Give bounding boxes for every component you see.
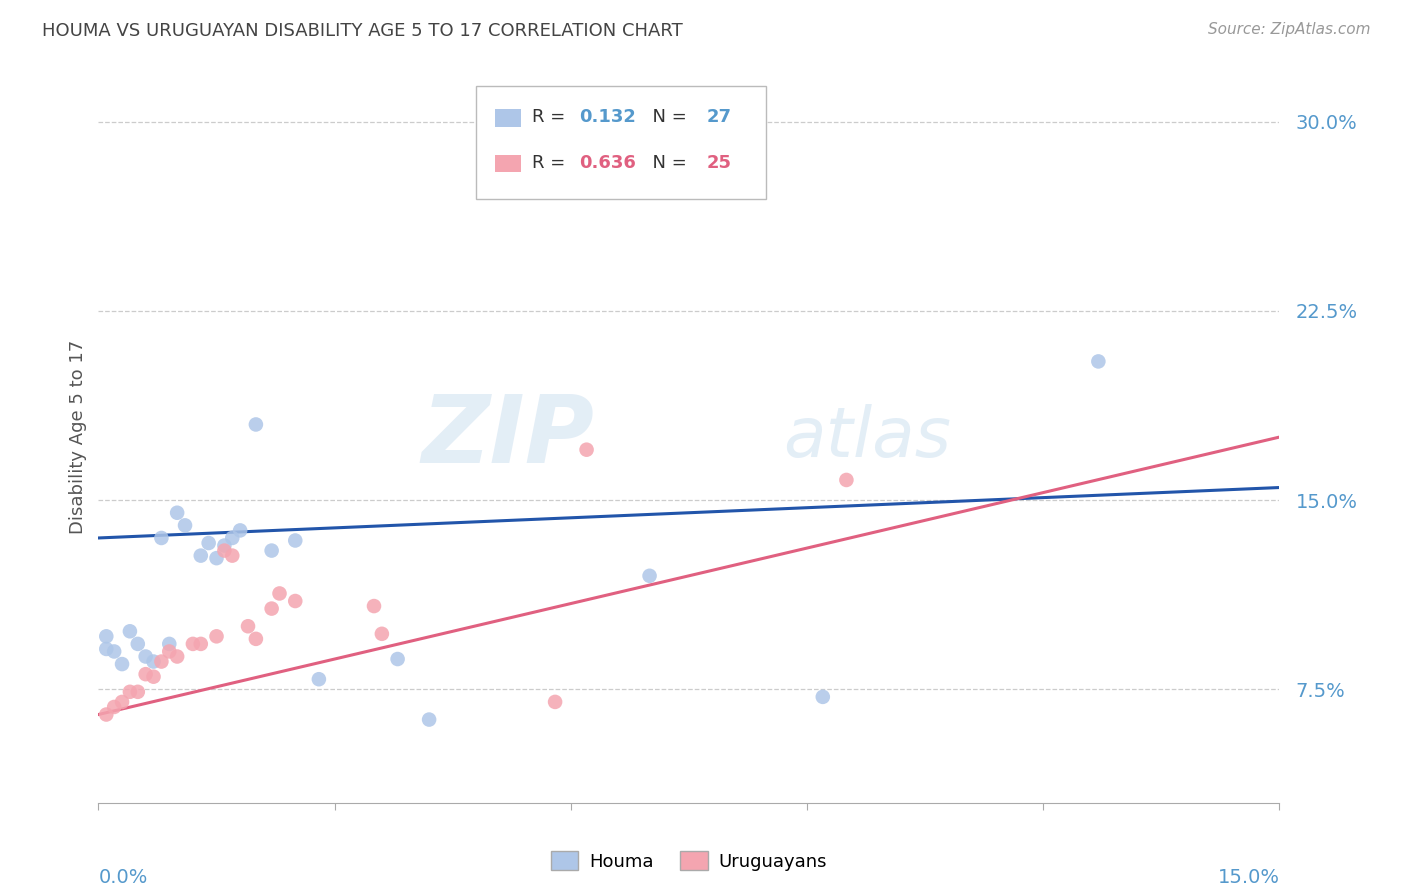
Point bbox=[260, 543, 283, 558]
Point bbox=[418, 713, 440, 727]
Text: ZIP: ZIP bbox=[422, 391, 595, 483]
Point bbox=[811, 690, 834, 704]
Point bbox=[96, 707, 118, 722]
Point bbox=[197, 536, 219, 550]
Point bbox=[221, 549, 243, 563]
Point bbox=[142, 655, 165, 669]
Point bbox=[245, 417, 267, 432]
Point bbox=[103, 644, 125, 658]
Point bbox=[118, 624, 141, 639]
Point bbox=[96, 629, 118, 643]
Point bbox=[638, 569, 661, 583]
Text: N =: N = bbox=[641, 153, 692, 172]
Text: 0.132: 0.132 bbox=[579, 109, 636, 127]
Point bbox=[236, 619, 259, 633]
Point bbox=[221, 531, 243, 545]
Point bbox=[111, 695, 134, 709]
Point bbox=[260, 601, 283, 615]
Point bbox=[190, 637, 212, 651]
Point bbox=[205, 629, 228, 643]
Text: 0.636: 0.636 bbox=[579, 153, 636, 172]
Text: N =: N = bbox=[641, 109, 692, 127]
Text: 27: 27 bbox=[707, 109, 731, 127]
Point bbox=[181, 637, 204, 651]
Text: 15.0%: 15.0% bbox=[1218, 869, 1279, 888]
FancyBboxPatch shape bbox=[495, 154, 522, 172]
Legend: Houma, Uruguayans: Houma, Uruguayans bbox=[544, 844, 834, 878]
Point bbox=[245, 632, 267, 646]
Point bbox=[229, 524, 252, 538]
Point bbox=[544, 695, 567, 709]
Point bbox=[166, 506, 188, 520]
Point bbox=[127, 685, 149, 699]
Y-axis label: Disability Age 5 to 17: Disability Age 5 to 17 bbox=[69, 340, 87, 534]
Text: atlas: atlas bbox=[783, 403, 952, 471]
Point bbox=[284, 533, 307, 548]
Point bbox=[127, 637, 149, 651]
Point bbox=[1087, 354, 1109, 368]
Point bbox=[190, 549, 212, 563]
Text: R =: R = bbox=[531, 153, 571, 172]
Text: 25: 25 bbox=[707, 153, 731, 172]
Point bbox=[150, 655, 173, 669]
Text: HOUMA VS URUGUAYAN DISABILITY AGE 5 TO 17 CORRELATION CHART: HOUMA VS URUGUAYAN DISABILITY AGE 5 TO 1… bbox=[42, 22, 683, 40]
Text: 0.0%: 0.0% bbox=[98, 869, 148, 888]
Point bbox=[96, 642, 118, 657]
Point bbox=[269, 586, 291, 600]
Point bbox=[308, 672, 330, 686]
Point bbox=[142, 670, 165, 684]
Point bbox=[150, 531, 173, 545]
Point bbox=[103, 700, 125, 714]
Point bbox=[387, 652, 409, 666]
Text: R =: R = bbox=[531, 109, 571, 127]
Point bbox=[135, 667, 157, 681]
Point bbox=[835, 473, 858, 487]
Point bbox=[214, 539, 236, 553]
Point bbox=[205, 551, 228, 566]
Point bbox=[363, 599, 385, 613]
Point bbox=[166, 649, 188, 664]
Text: Source: ZipAtlas.com: Source: ZipAtlas.com bbox=[1208, 22, 1371, 37]
Point bbox=[284, 594, 307, 608]
Point bbox=[118, 685, 141, 699]
FancyBboxPatch shape bbox=[495, 110, 522, 127]
Point bbox=[575, 442, 598, 457]
Point bbox=[174, 518, 197, 533]
Point bbox=[111, 657, 134, 671]
Point bbox=[135, 649, 157, 664]
Point bbox=[371, 627, 394, 641]
FancyBboxPatch shape bbox=[477, 86, 766, 200]
Point bbox=[157, 637, 180, 651]
Point bbox=[157, 644, 180, 658]
Point bbox=[214, 543, 236, 558]
